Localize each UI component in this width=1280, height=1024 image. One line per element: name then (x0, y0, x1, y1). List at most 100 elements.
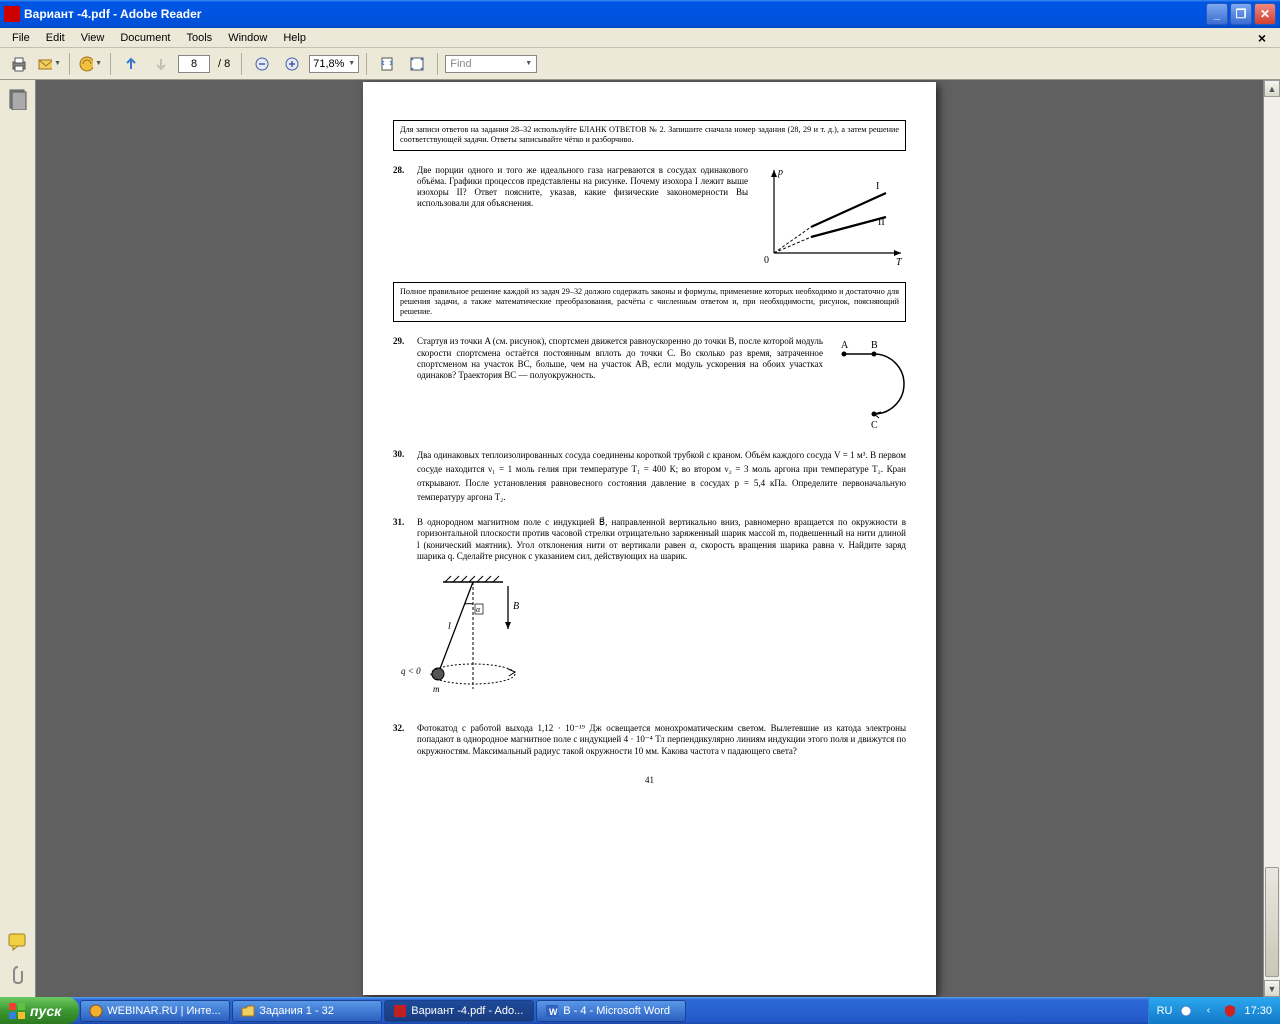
menu-view[interactable]: View (73, 30, 113, 46)
menu-edit[interactable]: Edit (38, 30, 73, 46)
svg-text:B: B (871, 340, 878, 351)
dropdown-icon: ▼ (95, 60, 102, 67)
menu-window[interactable]: Window (220, 30, 275, 46)
taskbar-item-webinar[interactable]: WEBINAR.RU | Инте... (80, 1000, 230, 1022)
problem-text: В однородном магнитном поле с индукцией … (417, 517, 906, 562)
vertical-scrollbar[interactable]: ▲ ▼ (1263, 80, 1280, 997)
figure-31: l α q < 0 m B⃗ (393, 574, 906, 709)
attachments-icon[interactable] (10, 965, 26, 985)
problem-text: Два одинаковых теплоизолированных сосуда… (417, 449, 906, 505)
separator (366, 53, 367, 75)
problem-29: 29. A B C (393, 336, 906, 431)
comments-icon[interactable] (8, 933, 28, 951)
toolbar: ▼ ▼ / 8 71,8%▼ Find▼ (0, 48, 1280, 80)
scroll-down-arrow[interactable]: ▼ (1264, 980, 1280, 997)
scroll-track[interactable] (1264, 97, 1280, 980)
prev-page-button[interactable] (118, 51, 144, 77)
svg-text:I: I (876, 181, 879, 192)
tray-clock[interactable]: 17:30 (1244, 1005, 1272, 1017)
instruction-box-1: Для записи ответов на задания 28–32 испо… (393, 120, 906, 151)
scroll-up-arrow[interactable]: ▲ (1264, 80, 1280, 97)
page-number-input[interactable] (178, 55, 210, 73)
system-tray: RU ‹ 17:30 (1148, 997, 1280, 1024)
separator (69, 53, 70, 75)
svg-text:W: W (549, 1007, 558, 1017)
separator (437, 53, 438, 75)
taskbar: пуск WEBINAR.RU | Инте... Задания 1 - 32… (0, 997, 1280, 1024)
problem-text: Фотокатод с работой выхода 1,12 · 10⁻¹⁹ … (417, 723, 906, 757)
zoom-out-button[interactable] (249, 51, 275, 77)
problem-30: 30. Два одинаковых теплоизолированных со… (393, 449, 906, 505)
window-buttons: _ ❐ ✕ (1206, 3, 1276, 25)
problem-32: 32. Фотокатод с работой выхода 1,12 · 10… (393, 723, 906, 757)
menu-file[interactable]: File (4, 30, 38, 46)
problem-text: A B C Стартуя из точки A (см. рисунок), … (417, 336, 906, 431)
tray-lang[interactable]: RU (1157, 1005, 1173, 1017)
close-button[interactable]: ✕ (1254, 3, 1276, 25)
next-page-button[interactable] (148, 51, 174, 77)
svg-text:II: II (878, 217, 885, 228)
fit-page-button[interactable] (374, 51, 400, 77)
tray-shield-icon[interactable] (1222, 1003, 1238, 1019)
separator (241, 53, 242, 75)
pdf-icon (4, 6, 20, 22)
pdf-icon (393, 1004, 407, 1018)
window-titlebar: Вариант -4.pdf - Adobe Reader _ ❐ ✕ (0, 0, 1280, 28)
svg-text:B⃗: B⃗ (513, 601, 527, 612)
zoom-in-button[interactable] (279, 51, 305, 77)
problem-number: 28. (393, 165, 417, 270)
word-icon: W (545, 1004, 559, 1018)
windows-logo-icon (8, 1002, 26, 1020)
instruction-box-2: Полное правильное решение каждой из зада… (393, 282, 906, 323)
window-title: Вариант -4.pdf - Adobe Reader (24, 7, 1206, 21)
taskbar-item-folder[interactable]: Задания 1 - 32 (232, 1000, 382, 1022)
svg-text:A: A (841, 340, 849, 351)
collab-button[interactable]: ▼ (77, 51, 103, 77)
email-button[interactable]: ▼ (36, 51, 62, 77)
page-total-label: / 8 (214, 58, 234, 70)
tray-icon-1[interactable] (1178, 1003, 1194, 1019)
print-button[interactable] (6, 51, 32, 77)
pages-panel-icon[interactable] (8, 88, 28, 110)
start-button[interactable]: пуск (0, 997, 79, 1024)
scroll-thumb[interactable] (1265, 867, 1279, 977)
work-area: Для записи ответов на задания 28–32 испо… (0, 80, 1280, 997)
svg-text:l: l (448, 621, 451, 632)
dropdown-icon: ▼ (54, 60, 61, 67)
svg-text:m: m (433, 684, 440, 694)
menu-bar: File Edit View Document Tools Window Hel… (0, 28, 1280, 48)
document-view[interactable]: Для записи ответов на задания 28–32 испо… (36, 80, 1263, 997)
find-input[interactable]: Find▼ (445, 55, 537, 73)
page-number: 41 (393, 775, 906, 786)
maximize-button[interactable]: ❐ (1230, 3, 1252, 25)
figure-28: p T 0 I II (756, 165, 906, 270)
menu-close-x[interactable]: × (1250, 28, 1274, 48)
problem-31: 31. В однородном магнитном поле с индукц… (393, 517, 906, 562)
fit-width-button[interactable] (404, 51, 430, 77)
menu-help[interactable]: Help (275, 30, 314, 46)
svg-text:C: C (871, 420, 878, 431)
svg-text:0: 0 (764, 255, 769, 266)
figure-29: A B C (831, 336, 906, 431)
taskbar-item-word[interactable]: W В - 4 - Microsoft Word (536, 1000, 686, 1022)
sidebar (0, 80, 36, 997)
svg-text:p: p (777, 167, 783, 178)
zoom-level-box[interactable]: 71,8%▼ (309, 55, 359, 73)
svg-text:q < 0: q < 0 (401, 666, 421, 676)
problem-text: p T 0 I II Две порции одного и того же и… (417, 165, 906, 270)
taskbar-item-adobe[interactable]: Вариант -4.pdf - Ado... (384, 1000, 534, 1022)
svg-text:T: T (896, 257, 903, 268)
folder-icon (241, 1004, 255, 1018)
minimize-button[interactable]: _ (1206, 3, 1228, 25)
menu-tools[interactable]: Tools (179, 30, 221, 46)
browser-icon (89, 1004, 103, 1018)
tray-chevron-icon[interactable]: ‹ (1200, 1003, 1216, 1019)
pdf-page: Для записи ответов на задания 28–32 испо… (363, 82, 936, 995)
start-label: пуск (30, 1003, 61, 1019)
separator (110, 53, 111, 75)
problem-number: 29. (393, 336, 417, 431)
problem-number: 31. (393, 517, 417, 562)
problem-number: 32. (393, 723, 417, 757)
menu-document[interactable]: Document (112, 30, 178, 46)
problem-28: 28. p T 0 I (393, 165, 906, 270)
